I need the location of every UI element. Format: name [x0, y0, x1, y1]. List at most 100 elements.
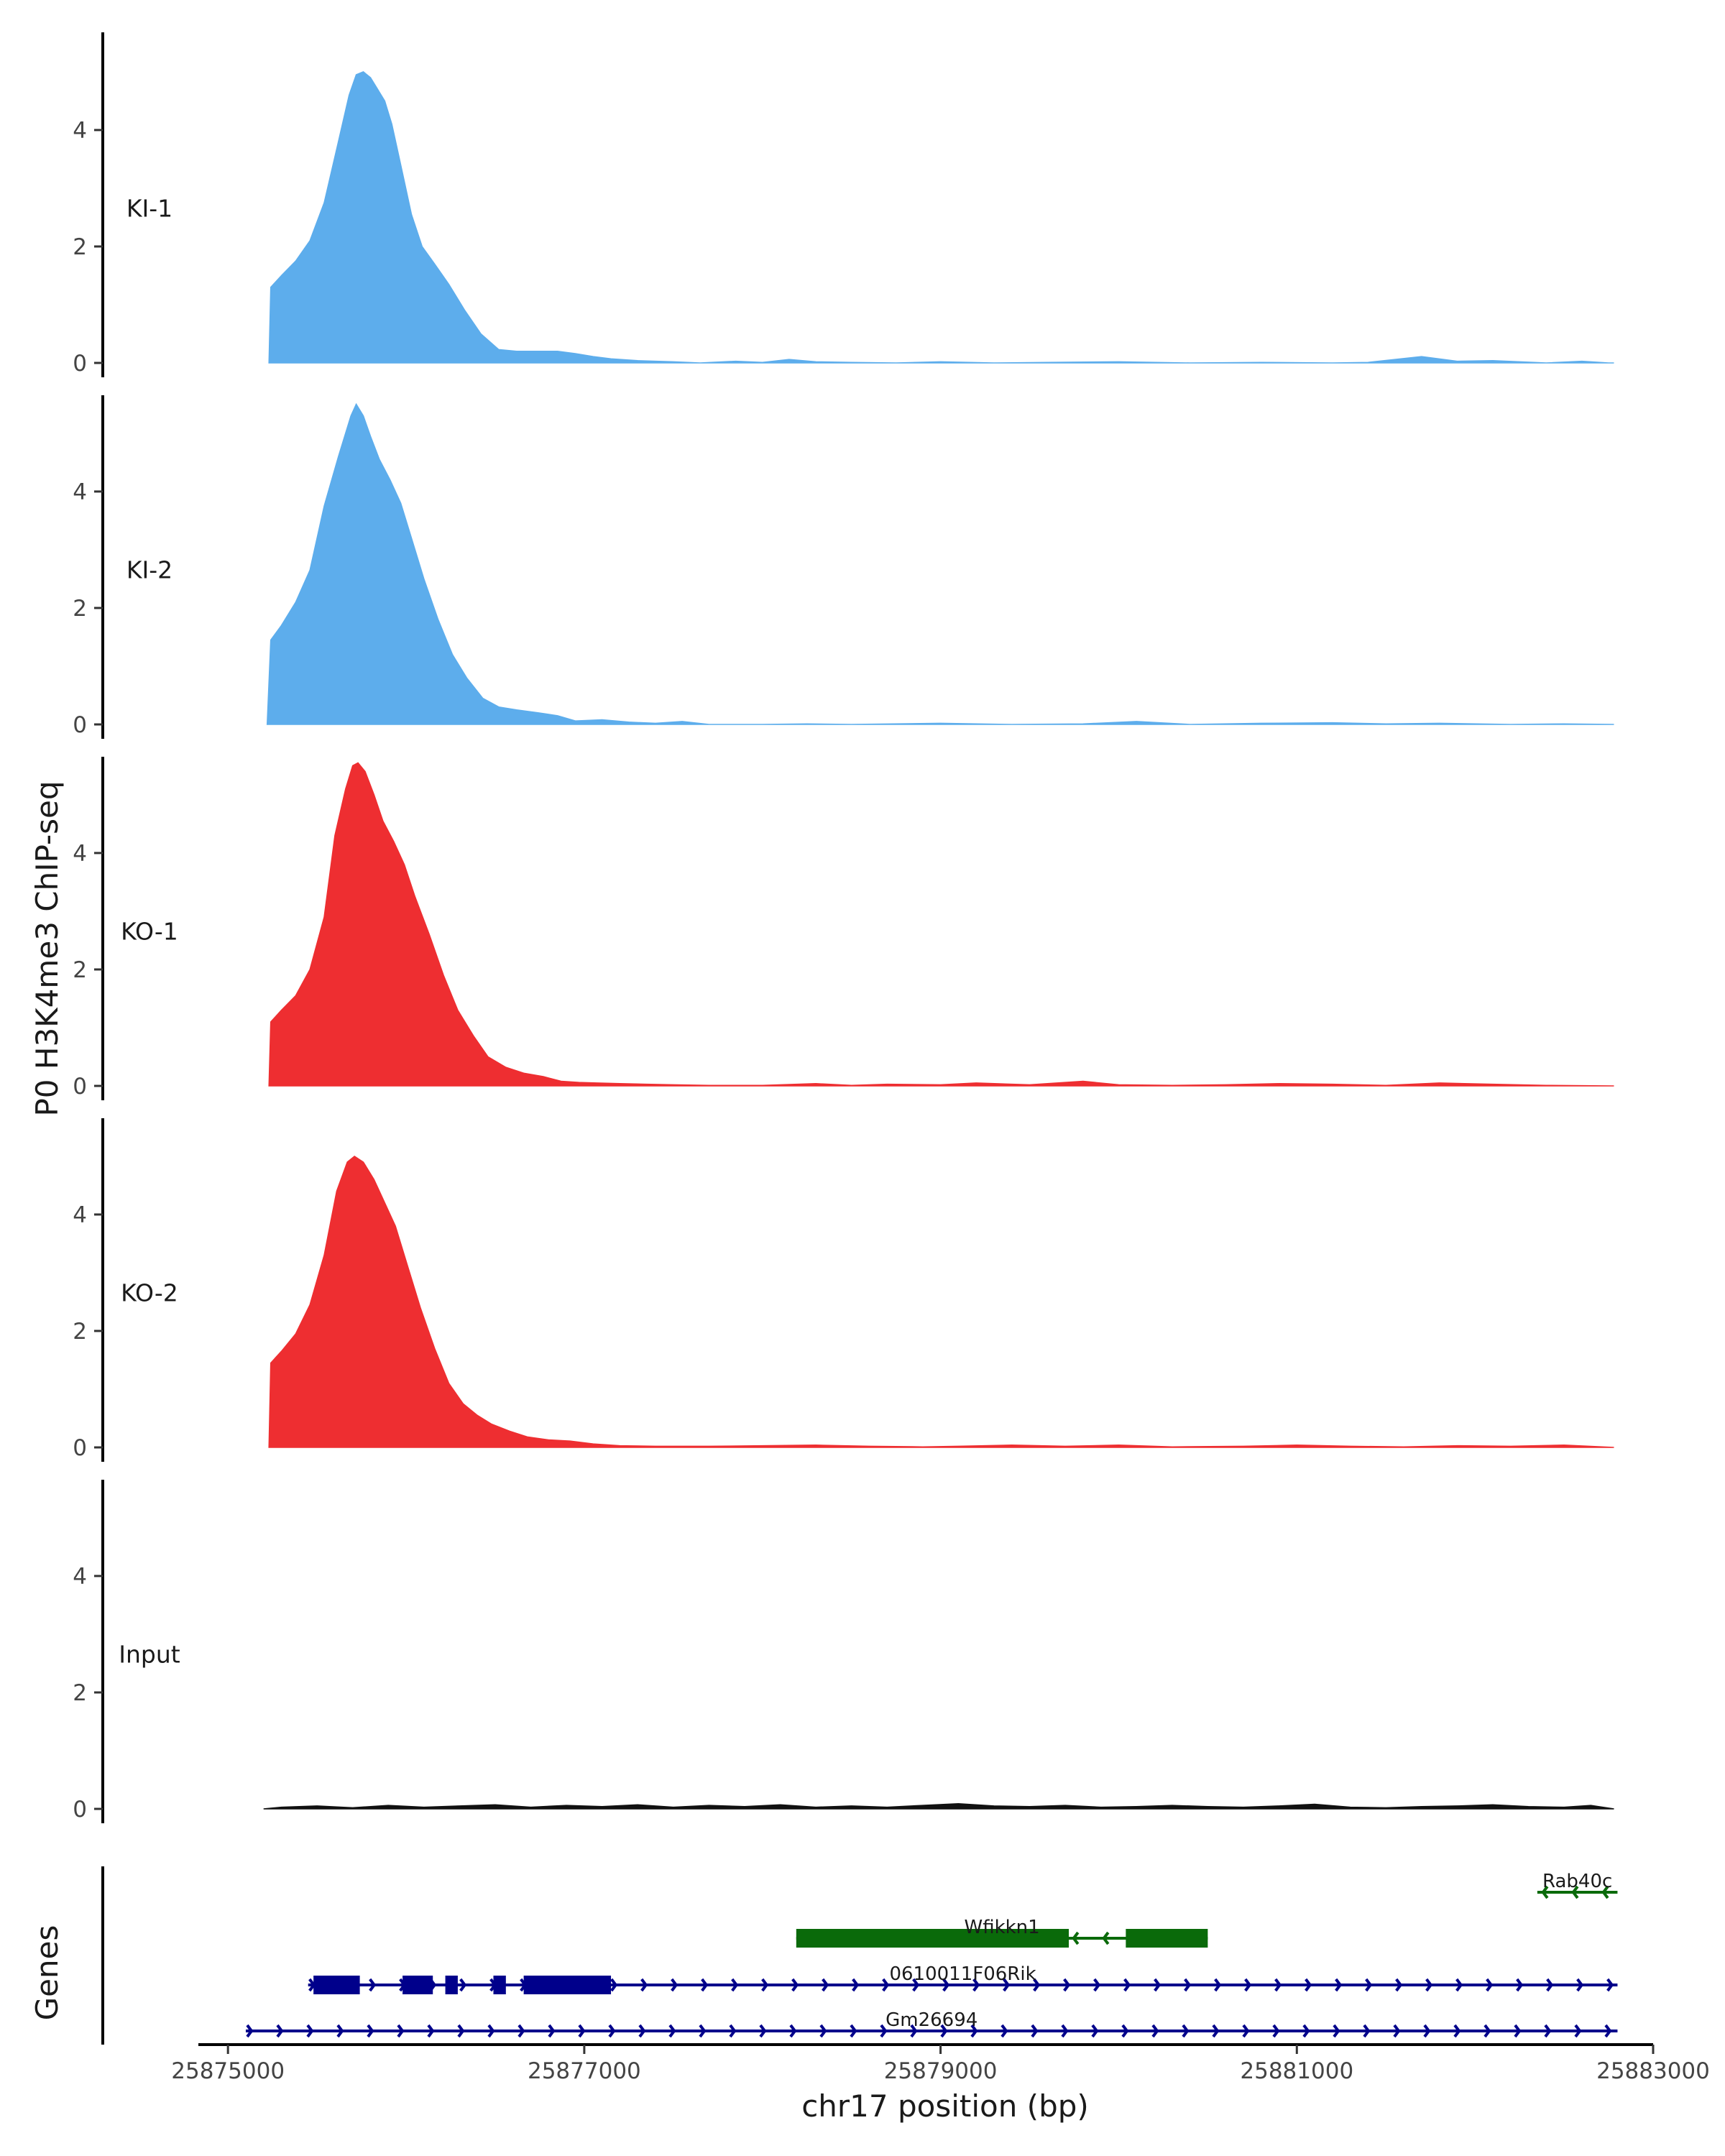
strand-arrow [367, 2024, 374, 2038]
x-tick-label: 25879000 [884, 2058, 998, 2084]
strand-arrow [487, 2024, 495, 2038]
strand-arrow [970, 2024, 978, 2038]
coverage-area [266, 402, 1614, 725]
strand-arrow [276, 2024, 284, 2038]
track-input: 0 2 4 Input [73, 1480, 1614, 1823]
track-label: Input [119, 1640, 180, 1668]
strand-arrow [910, 2024, 918, 2038]
y-tick-label: 4 [73, 118, 87, 144]
strand-arrow [1365, 1978, 1373, 1992]
coverage-area [268, 1155, 1614, 1448]
strand-arrow [1031, 2024, 1039, 2038]
x-axis-title: chr17 position (bp) [801, 2088, 1089, 2124]
strand-arrow [1576, 1978, 1584, 1992]
strand-arrow [882, 1978, 890, 1992]
strand-arrow [548, 2024, 556, 2038]
strand-arrow [1395, 1978, 1403, 1992]
strand-arrow [1363, 2024, 1371, 2038]
strand-arrow [1003, 1978, 1011, 1992]
y-tick-label: 0 [73, 1797, 87, 1823]
strand-arrow [729, 2024, 737, 2038]
gene-exon [1126, 1929, 1208, 1948]
strand-arrow [1484, 2024, 1491, 2038]
strand-arrow [1453, 2024, 1461, 2038]
track-ko-2: 0 2 4 KO-2 [73, 1118, 1614, 1462]
strand-arrow [1214, 1978, 1222, 1992]
genes-panel: Rab40c Wfikkn1 0610011F06Rik Gm26694 [101, 1866, 1618, 2045]
strand-arrow [578, 2024, 586, 2038]
strand-arrow [819, 2024, 827, 2038]
strand-arrow [638, 2024, 646, 2038]
strand-arrow [1571, 1885, 1579, 1899]
x-axis: 25875000 25877000 25879000 25881000 25883000 [171, 2043, 1710, 2084]
strand-arrow [1601, 1885, 1609, 1899]
strand-arrow [427, 2024, 435, 2038]
strand-arrow [668, 2024, 676, 2038]
y-tick-label: 4 [73, 1564, 87, 1590]
gene-label: 0610011F06Rik [889, 1963, 1036, 1985]
strand-arrow [1244, 1978, 1252, 1992]
strand-arrow [1063, 1978, 1071, 1992]
strand-arrow [852, 1978, 860, 1992]
track-label: KI-2 [126, 556, 172, 584]
y-tick-label: 2 [73, 957, 87, 983]
strand-arrow [1184, 1978, 1192, 1992]
strand-arrow [1393, 2024, 1401, 2038]
gene-gm26694: Gm26694 [245, 2009, 1618, 2038]
gene-0610011f06rik: 0610011F06Rik [308, 1963, 1618, 1994]
strand-arrow [1455, 1978, 1463, 1992]
x-tick-label: 25877000 [528, 2058, 641, 2084]
y-tick-label: 2 [73, 596, 87, 622]
strand-arrow [1546, 1978, 1554, 1992]
y-axis-title: P0 H3K4me3 ChIP-seq [29, 780, 65, 1116]
strand-arrow [1242, 2024, 1250, 2038]
track-label: KO-2 [121, 1279, 178, 1307]
strand-arrow [1604, 2024, 1612, 2038]
strand-arrow [1514, 2024, 1522, 2038]
strand-arrow [610, 1978, 618, 1992]
strand-arrow [912, 1978, 920, 1992]
strand-arrow [1574, 2024, 1582, 2038]
gene-exon [523, 1976, 612, 1994]
coverage-tracks: 0 2 4 KI-1 0 2 4 KI-2 0 2 4 KO-1 0 2 4 KO-2 0 2 4 Input [73, 32, 1614, 1823]
coverage-area [263, 1802, 1614, 1810]
strand-arrow [457, 2024, 465, 2038]
strand-arrow [699, 2024, 707, 2038]
coverage-area [268, 71, 1614, 364]
strand-arrow [789, 2024, 797, 2038]
gene-exon [493, 1976, 506, 1994]
strand-arrow [608, 2024, 616, 2038]
strand-arrow [761, 1978, 769, 1992]
gene-exon [313, 1976, 360, 1994]
strand-arrow [1486, 1978, 1494, 1992]
strand-arrow [369, 1978, 377, 1992]
coverage-area [268, 762, 1614, 1087]
strand-arrow [1212, 2024, 1220, 2038]
strand-arrow [940, 2024, 948, 2038]
gene-label: Gm26694 [886, 2009, 978, 2031]
strand-arrow [518, 2024, 525, 2038]
gene-exon [402, 1976, 433, 1994]
strand-arrow [850, 2024, 857, 2038]
strand-arrow [791, 1978, 799, 1992]
strand-arrow [1154, 1978, 1162, 1992]
strand-arrow [1072, 1931, 1080, 1945]
strand-arrow [1033, 1978, 1041, 1992]
strand-arrow [1123, 1978, 1131, 1992]
y-tick-label: 0 [73, 1435, 87, 1461]
strand-arrow [1333, 2024, 1340, 2038]
strand-arrow [640, 1978, 648, 1992]
strand-arrow [1061, 2024, 1069, 2038]
gene-rab40c: Rab40c [1537, 1871, 1618, 1899]
track-label: KI-1 [126, 194, 172, 222]
strand-arrow [1544, 2024, 1552, 2038]
track-ko-1: 0 2 4 KO-1 [73, 757, 1614, 1100]
strand-arrow [246, 2024, 254, 2038]
strand-arrow [942, 1978, 950, 1992]
strand-arrow [759, 2024, 767, 2038]
x-tick-label: 25883000 [1596, 2058, 1710, 2084]
strand-arrow [701, 1978, 709, 1992]
x-tick-label: 25881000 [1240, 2058, 1353, 2084]
strand-arrow [1516, 1978, 1524, 1992]
